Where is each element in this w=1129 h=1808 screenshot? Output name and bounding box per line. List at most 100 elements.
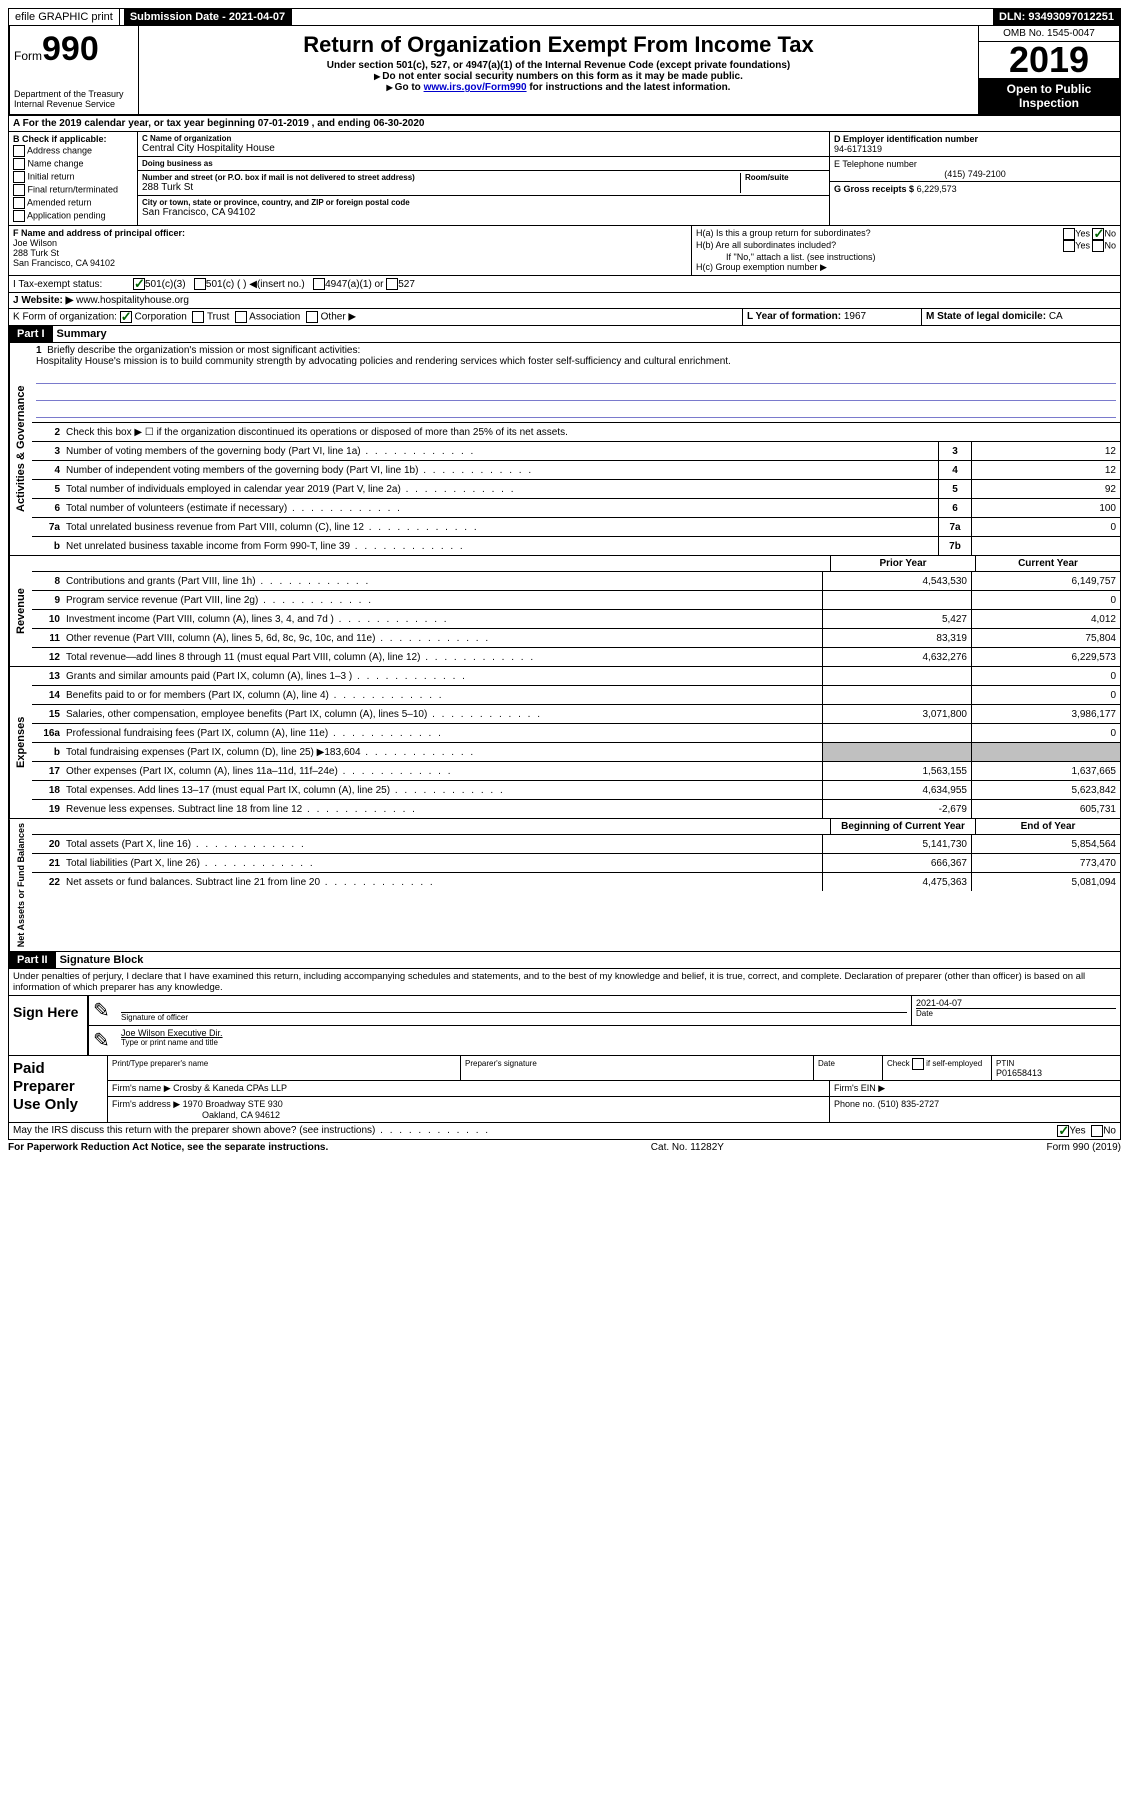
cb-trust[interactable] xyxy=(192,311,204,323)
cb-ha-yes[interactable] xyxy=(1063,228,1075,240)
table-row: 7aTotal unrelated business revenue from … xyxy=(32,518,1120,537)
dba-label: Doing business as xyxy=(142,159,825,168)
city-value: San Francisco, CA 94102 xyxy=(142,207,825,218)
table-row: 15Salaries, other compensation, employee… xyxy=(32,705,1120,724)
table-row: bNet unrelated business taxable income f… xyxy=(32,537,1120,555)
line-j: J Website: ▶ www.hospitalityhouse.org xyxy=(8,293,1121,309)
section-bcd: B Check if applicable: Address change Na… xyxy=(8,132,1121,226)
sig-name: Joe Wilson Executive Dir. xyxy=(121,1028,1116,1038)
efile-label: efile GRAPHIC print xyxy=(9,9,120,25)
m-label: M State of legal domicile: xyxy=(926,311,1046,322)
part2-bar: Part II Signature Block xyxy=(8,952,1121,969)
cb-other[interactable] xyxy=(306,311,318,323)
table-row: 3Number of voting members of the governi… xyxy=(32,442,1120,461)
submission-date: Submission Date - 2021-04-07 xyxy=(124,9,292,25)
dept-treasury: Department of the Treasury xyxy=(14,89,134,99)
discuss-row: May the IRS discuss this return with the… xyxy=(8,1123,1121,1140)
firm-phone: (510) 835-2727 xyxy=(878,1099,940,1109)
k-label: K Form of organization: xyxy=(13,312,117,323)
i-label: I Tax-exempt status: xyxy=(13,279,133,290)
col-f-officer: F Name and address of principal officer:… xyxy=(9,226,691,275)
section-fgh: F Name and address of principal officer:… xyxy=(8,226,1121,276)
sig-date-label: Date xyxy=(916,1008,1116,1018)
dept-irs: Internal Revenue Service xyxy=(14,99,134,109)
cb-discuss-no[interactable] xyxy=(1091,1125,1103,1137)
cb-corp[interactable] xyxy=(120,311,132,323)
officer-addr1: 288 Turk St xyxy=(13,248,59,258)
col-h-group: H(a) Is this a group return for subordin… xyxy=(691,226,1120,275)
irs-link[interactable]: www.irs.gov/Form990 xyxy=(424,82,527,93)
hb-label: H(b) Are all subordinates included? xyxy=(696,240,836,252)
table-row: 22Net assets or fund balances. Subtract … xyxy=(32,873,1120,891)
discuss-text: May the IRS discuss this return with the… xyxy=(13,1125,375,1136)
cb-amended[interactable] xyxy=(13,197,25,209)
footer-mid: Cat. No. 11282Y xyxy=(651,1142,724,1153)
line-klm: K Form of organization: Corporation Trus… xyxy=(8,309,1121,326)
preparer-block: Paid Preparer Use Only Print/Type prepar… xyxy=(8,1056,1121,1123)
f-label: F Name and address of principal officer: xyxy=(13,228,185,238)
line1-label: Briefly describe the organization's miss… xyxy=(47,345,360,356)
table-row: 17Other expenses (Part IX, column (A), l… xyxy=(32,762,1120,781)
j-label: J Website: ▶ xyxy=(13,295,73,306)
sig-date: 2021-04-07 xyxy=(916,998,1116,1008)
end-year-header: End of Year xyxy=(975,819,1120,834)
ein-value: 94-6171319 xyxy=(834,144,882,154)
line-i: I Tax-exempt status: 501(c)(3) 501(c) ( … xyxy=(8,276,1121,293)
m-value: CA xyxy=(1049,311,1063,322)
form-number: 990 xyxy=(42,30,99,68)
cb-hb-yes[interactable] xyxy=(1063,240,1075,252)
cb-self-employed[interactable] xyxy=(912,1058,924,1070)
expenses-label: Expenses xyxy=(9,667,32,818)
l-label: L Year of formation: xyxy=(747,311,841,322)
table-row: 20Total assets (Part X, line 16)5,141,73… xyxy=(32,835,1120,854)
cb-501c[interactable] xyxy=(194,278,206,290)
addr-value: 288 Turk St xyxy=(142,182,740,193)
part1-header: Part I xyxy=(9,326,53,342)
table-row: 11Other revenue (Part VIII, column (A), … xyxy=(32,629,1120,648)
cb-assoc[interactable] xyxy=(235,311,247,323)
cb-527[interactable] xyxy=(386,278,398,290)
firm-ein-label: Firm's EIN ▶ xyxy=(834,1083,885,1093)
table-row: 19Revenue less expenses. Subtract line 1… xyxy=(32,800,1120,818)
netassets-section: Net Assets or Fund Balances Beginning of… xyxy=(8,819,1121,952)
gross-label: G Gross receipts $ xyxy=(834,184,914,194)
governance-label: Activities & Governance xyxy=(9,343,32,555)
table-row: 8Contributions and grants (Part VIII, li… xyxy=(32,572,1120,591)
cb-501c3[interactable] xyxy=(133,278,145,290)
cb-ha-no[interactable] xyxy=(1092,228,1104,240)
hb-note: If "No," attach a list. (see instruction… xyxy=(696,252,1116,262)
note-ssn: Do not enter social security numbers on … xyxy=(143,71,974,82)
cb-initial-return[interactable] xyxy=(13,171,25,183)
org-name-label: C Name of organization xyxy=(142,134,825,143)
cb-app-pending[interactable] xyxy=(13,210,25,222)
table-row: 21Total liabilities (Part X, line 26)666… xyxy=(32,854,1120,873)
cb-name-change[interactable] xyxy=(13,158,25,170)
part1-title: Summary xyxy=(53,326,111,342)
firm-addr2: Oakland, CA 94612 xyxy=(112,1110,280,1120)
form-label: Form xyxy=(14,49,42,63)
officer-addr2: San Francisco, CA 94102 xyxy=(13,258,115,268)
part2-title: Signature Block xyxy=(56,952,148,968)
table-row: 14Benefits paid to or for members (Part … xyxy=(32,686,1120,705)
cb-4947[interactable] xyxy=(313,278,325,290)
sign-here-label: Sign Here xyxy=(9,996,89,1055)
cb-address-change[interactable] xyxy=(13,145,25,157)
firm-addr1: 1970 Broadway STE 930 xyxy=(183,1099,283,1109)
phone-label: E Telephone number xyxy=(834,159,917,169)
revenue-section: Revenue Prior Year Current Year 8Contrib… xyxy=(8,556,1121,667)
cb-hb-no[interactable] xyxy=(1092,240,1104,252)
footer-right: Form 990 (2019) xyxy=(1047,1142,1121,1153)
signature-declaration: Under penalties of perjury, I declare th… xyxy=(8,969,1121,996)
officer-name: Joe Wilson xyxy=(13,238,57,248)
header-right: OMB No. 1545-0047 2019 Open to Public In… xyxy=(978,26,1119,114)
begin-year-header: Beginning of Current Year xyxy=(830,819,975,834)
tax-year: 2019 xyxy=(979,42,1119,78)
cb-discuss-yes[interactable] xyxy=(1057,1125,1069,1137)
room-label: Room/suite xyxy=(745,173,825,182)
ha-label: H(a) Is this a group return for subordin… xyxy=(696,228,871,240)
cb-final-return[interactable] xyxy=(13,184,25,196)
mission-text: Hospitality House's mission is to build … xyxy=(36,356,731,367)
table-row: bTotal fundraising expenses (Part IX, co… xyxy=(32,743,1120,762)
table-row: 4Number of independent voting members of… xyxy=(32,461,1120,480)
note-goto-pre: Go to xyxy=(395,82,424,93)
